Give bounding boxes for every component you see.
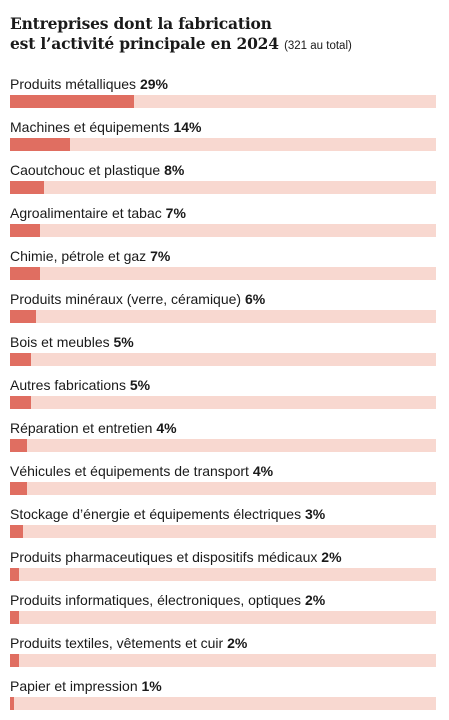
bar-row: Machines et équipements 14% <box>10 119 436 151</box>
value-label: 2% <box>227 635 248 651</box>
bar <box>10 353 32 366</box>
bar-label: Machines et équipements 14% <box>10 119 201 135</box>
category-label: Chimie, pétrole et gaz <box>10 248 147 264</box>
bar-row: Papier et impression 1% <box>10 678 436 710</box>
chart-subtitle: (321 au total) <box>284 40 352 52</box>
bar-track <box>10 138 436 151</box>
category-label: Véhicules et équipements de transport <box>10 463 249 479</box>
bar-row: Autres fabrications 5% <box>10 377 436 409</box>
bar <box>10 525 23 538</box>
category-label: Caoutchouc et plastique <box>10 162 161 178</box>
bar-label: Réparation et entretien 4% <box>10 420 177 436</box>
category-label: Machines et équipements <box>10 119 170 135</box>
bar-row: Caoutchouc et plastique 8% <box>10 162 436 194</box>
bar <box>10 697 15 710</box>
bar-row: Agroalimentaire et tabac 7% <box>10 205 436 237</box>
bar-track <box>10 654 436 667</box>
value-label: 3% <box>304 506 326 522</box>
category-label: Bois et meubles <box>10 334 110 350</box>
bar <box>10 654 19 667</box>
bar <box>10 568 19 581</box>
category-label: Agroalimentaire et tabac <box>10 205 162 221</box>
bar-track <box>10 568 436 581</box>
value-label: 2% <box>321 549 342 565</box>
value-label: 7% <box>150 248 171 264</box>
bar <box>10 95 134 108</box>
bar-track <box>10 181 436 194</box>
category-label: Stockage d’énergie et équipements électr… <box>10 506 302 522</box>
bar <box>10 611 19 624</box>
bar <box>10 181 45 194</box>
category-label: Produits informatiques, électroniques, o… <box>10 592 302 608</box>
bar <box>10 138 70 151</box>
bar-label: Véhicules et équipements de transport 4% <box>10 463 273 479</box>
bar-label: Bois et meubles 5% <box>10 334 134 350</box>
bar-row: Produits informatiques, électroniques, o… <box>10 592 436 624</box>
bar-label: Produits informatiques, électroniques, o… <box>10 592 325 608</box>
bar <box>10 396 32 409</box>
value-label: 29% <box>139 76 168 92</box>
bar <box>10 310 36 323</box>
category-label: Réparation et entretien <box>10 420 153 436</box>
bar-track <box>10 310 436 323</box>
bar-row: Chimie, pétrole et gaz 7% <box>10 248 436 280</box>
chart-title-line-1: Entreprises dont la fabrication <box>10 14 272 33</box>
bar-row: Véhicules et équipements de transport 4% <box>10 463 436 495</box>
bar <box>10 267 40 280</box>
bar-track <box>10 697 436 710</box>
bar-label: Caoutchouc et plastique 8% <box>10 162 184 178</box>
category-label: Produits métalliques <box>10 76 137 92</box>
bar-label: Produits minéraux (verre, céramique) 6% <box>10 291 265 307</box>
chart-title-block: Entreprises dont la fabrication est l’ac… <box>10 14 440 56</box>
value-label: 14% <box>173 119 202 135</box>
bar-track <box>10 353 436 366</box>
value-label: 4% <box>252 463 274 479</box>
category-label: Autres fabrications <box>10 377 126 393</box>
bar-row: Produits métalliques 29% <box>10 76 436 108</box>
bar-label: Chimie, pétrole et gaz 7% <box>10 248 170 264</box>
bar-row: Réparation et entretien 4% <box>10 420 436 452</box>
bar-track <box>10 396 436 409</box>
bar-row: Produits pharmaceutiques et dispositifs … <box>10 549 436 581</box>
value-label: 2% <box>304 592 326 608</box>
bar <box>10 482 27 495</box>
bar-label: Agroalimentaire et tabac 7% <box>10 205 186 221</box>
bar-label: Stockage d’énergie et équipements électr… <box>10 506 325 522</box>
bar-row: Bois et meubles 5% <box>10 334 436 366</box>
value-label: 4% <box>156 420 177 436</box>
bar <box>10 439 27 452</box>
category-label: Produits textiles, vêtements et cuir <box>10 635 224 651</box>
value-label: 6% <box>244 291 266 307</box>
bar-track <box>10 95 436 108</box>
chart-title-line-2-text: est l’activité principale en 2024 <box>10 34 279 53</box>
bar-track <box>10 525 436 538</box>
bar-row: Produits textiles, vêtements et cuir 2% <box>10 635 436 667</box>
value-label: 7% <box>165 205 186 221</box>
bar-label: Autres fabrications 5% <box>10 377 150 393</box>
value-label: 8% <box>164 162 185 178</box>
value-label: 5% <box>129 377 151 393</box>
bar <box>10 224 40 237</box>
value-label: 1% <box>141 678 162 694</box>
bar-label: Produits textiles, vêtements et cuir 2% <box>10 635 247 651</box>
bar-track <box>10 267 436 280</box>
bar-row: Produits minéraux (verre, céramique) 6% <box>10 291 436 323</box>
value-label: 5% <box>113 334 134 350</box>
bar-label: Produits métalliques 29% <box>10 76 168 92</box>
bar-track <box>10 224 436 237</box>
bar-row: Stockage d’énergie et équipements électr… <box>10 506 436 538</box>
bar-track <box>10 482 436 495</box>
category-label: Produits minéraux (verre, céramique) <box>10 291 242 307</box>
bar-label: Produits pharmaceutiques et dispositifs … <box>10 549 342 565</box>
bar-track <box>10 439 436 452</box>
category-label: Papier et impression <box>10 678 138 694</box>
bar-label: Papier et impression 1% <box>10 678 162 694</box>
category-label: Produits pharmaceutiques et dispositifs … <box>10 549 318 565</box>
chart-title-line-2: est l’activité principale en 2024 (321 a… <box>10 34 440 56</box>
bar-track <box>10 611 436 624</box>
